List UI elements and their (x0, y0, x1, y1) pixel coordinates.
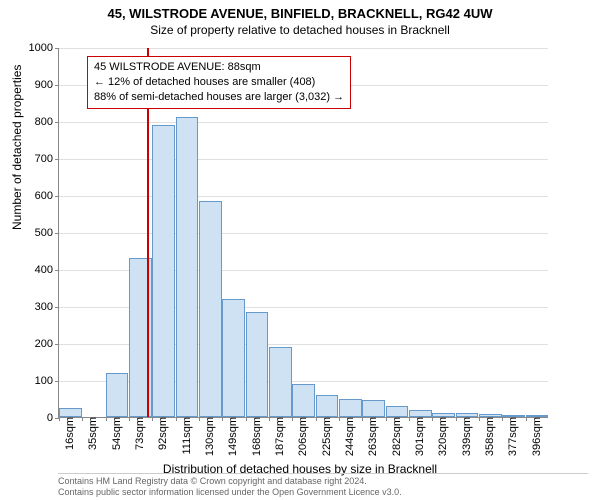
gridline (59, 159, 548, 160)
xtick-label: 244sqm (342, 417, 356, 456)
histogram-bar (176, 117, 199, 417)
xtick-label: 187sqm (272, 417, 286, 456)
gridline (59, 122, 548, 123)
histogram-bar (362, 400, 385, 417)
xtick-mark (152, 417, 153, 421)
histogram-bar (222, 299, 245, 417)
xtick-label: 301sqm (412, 417, 426, 456)
xtick-mark (222, 417, 223, 421)
xtick-label: 130sqm (202, 417, 216, 456)
xtick-mark (502, 417, 503, 421)
xtick-mark (292, 417, 293, 421)
info-box: 45 WILSTRODE AVENUE: 88sqm ← 12% of deta… (87, 56, 351, 109)
xtick-label: 73sqm (132, 417, 146, 450)
histogram-bar (339, 399, 362, 418)
info-line-3: 88% of semi-detached houses are larger (… (94, 90, 344, 105)
ytick-label: 100 (35, 375, 59, 387)
xtick-label: 35sqm (85, 417, 99, 450)
y-axis-label: Number of detached properties (10, 65, 24, 230)
xtick-label: 168sqm (249, 417, 263, 456)
xtick-mark (526, 417, 527, 421)
footer: Contains HM Land Registry data © Crown c… (58, 473, 588, 498)
footer-line-1: Contains HM Land Registry data © Crown c… (58, 476, 588, 487)
xtick-label: 377sqm (505, 417, 519, 456)
xtick-label: 111sqm (179, 417, 193, 455)
xtick-mark (176, 417, 177, 421)
xtick-mark (59, 417, 60, 421)
footer-line-2: Contains public sector information licen… (58, 487, 588, 498)
histogram-bar (106, 373, 129, 417)
gridline (59, 48, 548, 49)
histogram-bar (292, 384, 315, 417)
xtick-label: 263sqm (365, 417, 379, 456)
histogram-bar (409, 410, 432, 417)
xtick-label: 225sqm (319, 417, 333, 456)
xtick-mark (339, 417, 340, 421)
ytick-label: 900 (35, 79, 59, 91)
title-address: 45, WILSTRODE AVENUE, BINFIELD, BRACKNEL… (0, 6, 600, 21)
ytick-label: 600 (35, 190, 59, 202)
xtick-label: 16sqm (62, 417, 76, 450)
xtick-label: 320sqm (435, 417, 449, 456)
title-subtitle: Size of property relative to detached ho… (0, 23, 600, 37)
xtick-mark (246, 417, 247, 421)
ytick-label: 400 (35, 264, 59, 276)
xtick-label: 149sqm (225, 417, 239, 456)
gridline (59, 196, 548, 197)
xtick-mark (432, 417, 433, 421)
xtick-label: 92sqm (155, 417, 169, 450)
xtick-mark (456, 417, 457, 421)
histogram-bar (199, 201, 222, 417)
histogram-bar (269, 347, 292, 417)
ytick-label: 1000 (29, 42, 59, 54)
xtick-label: 358sqm (482, 417, 496, 456)
info-line-1: 45 WILSTRODE AVENUE: 88sqm (94, 60, 344, 75)
xtick-label: 206sqm (295, 417, 309, 456)
ytick-label: 800 (35, 116, 59, 128)
xtick-mark (82, 417, 83, 421)
histogram-bar (316, 395, 339, 417)
xtick-mark (269, 417, 270, 421)
ytick-label: 0 (47, 412, 59, 424)
chart-area: 0100200300400500600700800900100016sqm35s… (58, 48, 548, 418)
xtick-mark (106, 417, 107, 421)
xtick-label: 396sqm (529, 417, 543, 456)
histogram-bar (246, 312, 269, 417)
ytick-label: 500 (35, 227, 59, 239)
histogram-bar (152, 125, 175, 417)
xtick-label: 282sqm (389, 417, 403, 456)
xtick-label: 339sqm (459, 417, 473, 456)
ytick-label: 300 (35, 301, 59, 313)
ytick-label: 700 (35, 153, 59, 165)
xtick-mark (479, 417, 480, 421)
xtick-mark (386, 417, 387, 421)
title-block: 45, WILSTRODE AVENUE, BINFIELD, BRACKNEL… (0, 0, 600, 37)
histogram-bar (386, 406, 409, 417)
xtick-label: 54sqm (109, 417, 123, 450)
plot: 0100200300400500600700800900100016sqm35s… (58, 48, 548, 418)
xtick-mark (316, 417, 317, 421)
histogram-bar (59, 408, 82, 417)
xtick-mark (199, 417, 200, 421)
info-line-2: ← 12% of detached houses are smaller (40… (94, 75, 344, 90)
xtick-mark (362, 417, 363, 421)
xtick-mark (129, 417, 130, 421)
xtick-mark (409, 417, 410, 421)
gridline (59, 233, 548, 234)
ytick-label: 200 (35, 338, 59, 350)
